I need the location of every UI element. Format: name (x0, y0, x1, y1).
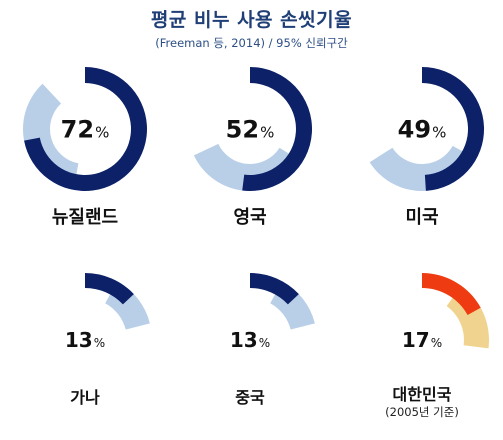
country-label: 중국 (235, 388, 265, 407)
chart-subtitle: (Freeman 등, 2014) / 95% 신뢰구간 (155, 36, 348, 50)
radial-item: 13% 가나 (65, 273, 150, 407)
radial-item: 72% 뉴질랜드 (22, 66, 148, 228)
radial-item: 49% 미국 (369, 66, 485, 228)
value-label: 52% (226, 116, 275, 144)
country-label: 대한민국 (393, 385, 452, 404)
country-label: 미국 (405, 207, 438, 228)
country-label: 가나 (70, 388, 100, 407)
radial-item: 13% 중국 (230, 273, 315, 407)
value-label: 13% (65, 328, 105, 352)
country-note: (2005년 기준) (385, 405, 459, 419)
value-bar (422, 66, 485, 191)
value-label: 72% (61, 116, 110, 144)
country-label: 뉴질랜드 (52, 207, 118, 228)
value-label: 13% (230, 328, 270, 352)
value-bar (85, 273, 134, 305)
value-bar (242, 67, 313, 191)
value-label: 49% (398, 116, 447, 144)
chart-title: 평균 비누 사용 손씻기율 (150, 9, 353, 31)
country-label: 영국 (233, 207, 266, 228)
value-bar (250, 273, 299, 305)
radial-item: 52% 영국 (193, 67, 313, 228)
radial-item: 17% 대한민국(2005년 기준) (385, 273, 489, 419)
value-label: 17% (402, 328, 442, 352)
value-bar (422, 273, 481, 315)
